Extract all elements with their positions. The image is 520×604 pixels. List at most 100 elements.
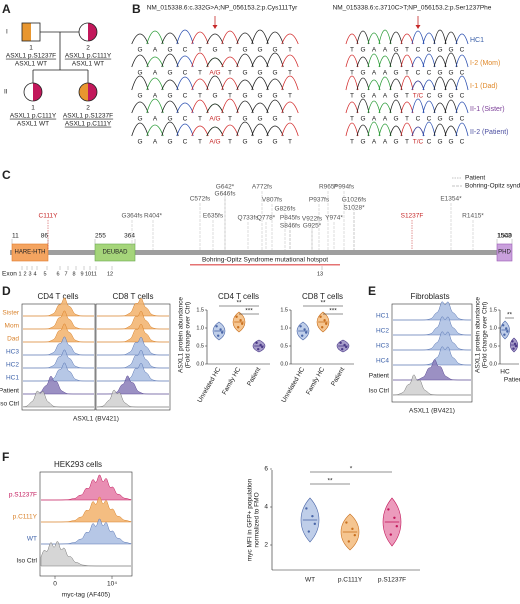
trace [161,32,179,45]
histogram [41,518,132,545]
base-call: G [272,139,277,146]
trace [422,121,436,137]
sample-name: Iso Ctrl [0,401,20,408]
y-tick-label: 1.5 [196,307,204,313]
trace [411,56,425,68]
y-axis-label: ASXL1 protein abundance [475,297,482,373]
trace [221,30,239,45]
base-call: C [416,47,421,54]
domain [496,243,513,262]
trace [176,76,194,91]
base-call: A [153,93,158,100]
bos-variant: A772fs [252,184,273,191]
domain [94,243,136,262]
dot [239,319,242,322]
base-call: C [183,70,188,77]
base-call: G [272,116,277,123]
base-call: G [257,116,262,123]
base-call: C [460,116,465,123]
trace [356,30,370,45]
base-call: T [228,139,232,146]
trace [146,30,164,45]
base-call: G [448,139,453,146]
histogram [392,374,471,396]
histogram-frame [39,471,133,577]
panel-label: A [2,2,11,16]
sample-name: I-1 (Dad) [470,83,498,90]
histogram [97,323,169,343]
histogram [96,389,169,408]
base-call: A [153,47,158,54]
trace [356,98,370,114]
base-call: C [416,70,421,77]
histogram [23,362,94,382]
y-axis-label: ASXL1 protein abundance [178,297,185,373]
base-call: G [212,93,217,100]
trace [131,122,149,137]
exon: 8 [72,271,75,277]
category: Patient [504,377,520,384]
bos-variant: G364fs [122,213,144,220]
trace [191,125,209,137]
histogram [97,349,169,369]
dot [305,331,308,334]
dot [347,540,350,543]
bos-variant: E1354* [440,196,462,203]
trace [146,56,164,68]
trace [444,52,458,68]
significance: ** [320,300,326,307]
sample-name: II-2 (Patient) [470,129,509,136]
trace [411,126,425,137]
exon: 11 [91,271,97,277]
base-call: T [288,93,292,100]
dot [339,341,342,345]
base-call: A [153,70,158,77]
trace [251,55,269,68]
sample-name: Iso Ctrl [16,558,37,565]
exon: 3 [28,271,31,277]
exon-label: Exon [2,271,17,278]
category: Family HC [305,366,326,396]
histogram [23,349,94,369]
bos-variant: G646fs [215,191,237,198]
histogram [41,496,132,523]
significance: ** [507,312,513,319]
base-call: G [167,47,172,54]
base-call: G [448,47,453,54]
arrow [415,25,421,29]
trace [345,101,359,114]
dot [321,326,324,329]
sample-name: p.S1237F [9,492,37,499]
base-call: G [137,93,142,100]
hotspot-bar [190,264,340,266]
base-call: T [288,70,292,77]
domain-start: 255 [95,233,106,240]
significance: *** [329,308,337,315]
patient-variant: S1237F [401,213,424,220]
legend-entry: Patient [465,175,485,182]
base-call: G [448,93,453,100]
dot [313,522,316,526]
base-call: G [257,139,262,146]
trace [389,99,403,114]
histogram [40,541,131,567]
plot-title: CD4 T cells [218,292,259,301]
base-call: T [228,116,232,123]
domain-end: 1540 [498,233,513,240]
base-call: T [405,139,409,146]
bos-variant: C572fs [190,196,211,203]
bos-variant: P994fs [334,184,355,191]
exon: 13 [317,271,323,277]
domain-start: 1503 [497,233,512,240]
trace [131,101,149,114]
trace [236,100,254,114]
category: WT [305,577,315,584]
trace [422,32,436,45]
trace [251,123,269,137]
base-call: T [228,93,232,100]
trace [367,79,381,91]
base-call: G [448,70,453,77]
panel-label: C [2,168,11,182]
individual-number: 1 [29,45,33,52]
dot [512,347,515,350]
